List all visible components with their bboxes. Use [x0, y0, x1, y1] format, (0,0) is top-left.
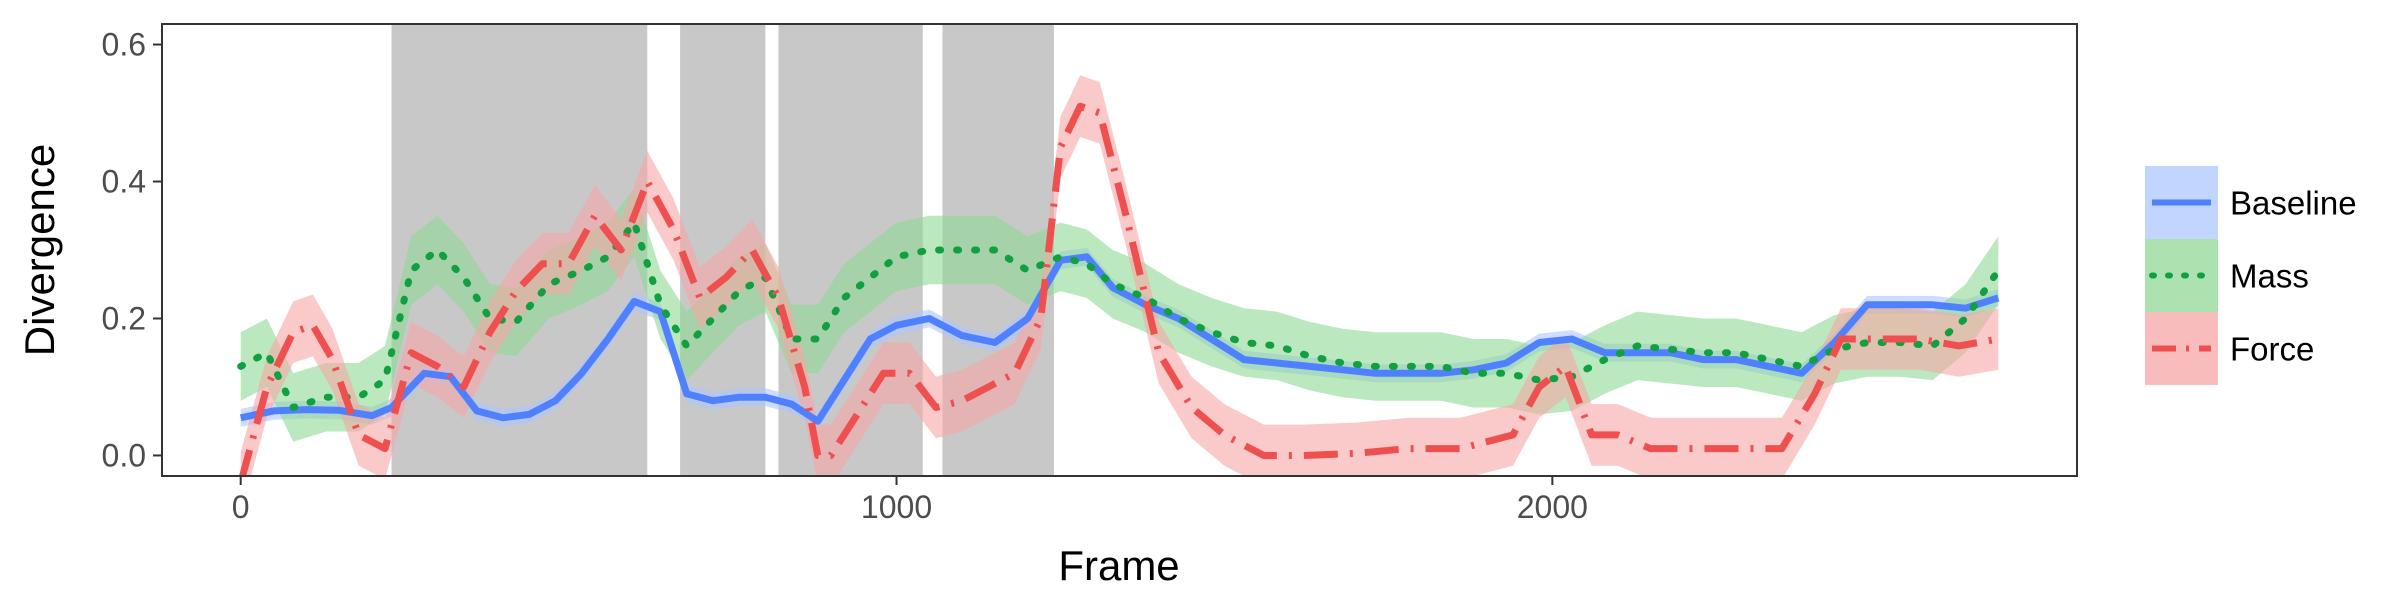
legend: Baseline Mass Force	[2145, 166, 2357, 385]
line-mass	[237, 219, 2002, 411]
x-tick-label: 1000	[861, 489, 932, 525]
y-tick-label: 0.2	[102, 300, 146, 336]
legend-label: Mass	[2230, 258, 2309, 295]
x-tick-label: 0	[232, 489, 250, 525]
band-force	[240, 75, 1999, 476]
y-tick-label: 0.4	[102, 164, 146, 200]
x-tick-label: 2000	[1517, 489, 1588, 525]
series-lines	[237, 102, 2002, 476]
y-tick-label: 0.0	[102, 437, 146, 473]
y-axis-title: Divergence	[16, 144, 63, 356]
legend-label: Force	[2230, 331, 2314, 368]
legend-item-force: Force	[2145, 312, 2314, 385]
legend-item-mass: Mass	[2145, 239, 2309, 312]
line-force	[238, 102, 1999, 476]
plot-panel-border	[161, 23, 2078, 477]
x-axis: 0 1000 2000	[232, 476, 1588, 525]
y-tick-label: 0.6	[102, 27, 146, 63]
legend-item-baseline: Baseline	[2145, 166, 2357, 239]
y-axis: 0.0 0.2 0.4 0.6	[102, 27, 162, 473]
legend-label: Baseline	[2230, 185, 2357, 222]
x-axis-title: Frame	[1058, 542, 1179, 589]
